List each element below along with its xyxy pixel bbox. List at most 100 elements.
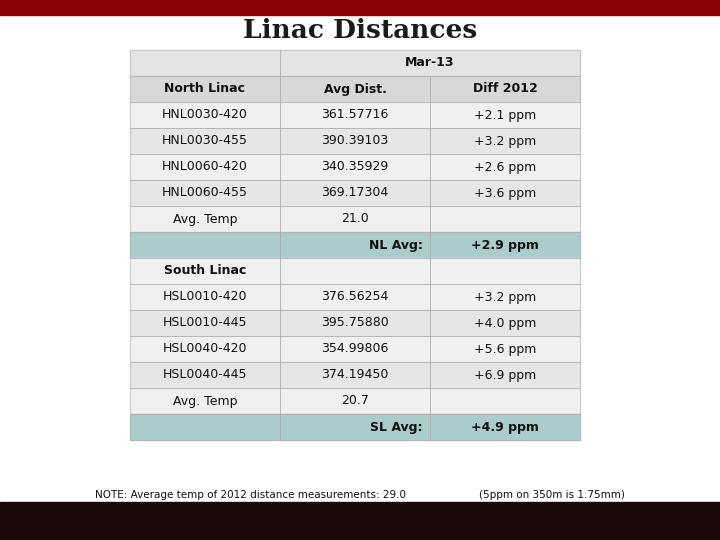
Text: Avg. Temp: Avg. Temp <box>173 213 238 226</box>
Bar <box>280 284 430 310</box>
Bar <box>130 206 280 232</box>
Text: SL Avg:: SL Avg: <box>371 421 423 434</box>
Bar <box>430 362 580 388</box>
Bar <box>280 76 430 102</box>
Text: HNL0030-420: HNL0030-420 <box>162 109 248 122</box>
Bar <box>430 414 580 440</box>
Text: Mar-13: Mar-13 <box>405 57 455 70</box>
Bar <box>280 180 430 206</box>
Bar <box>430 206 580 232</box>
Bar <box>280 50 580 76</box>
Text: +2.6 ppm: +2.6 ppm <box>474 160 536 173</box>
Bar <box>280 310 430 336</box>
Bar <box>280 388 430 414</box>
Text: 395.75880: 395.75880 <box>321 316 389 329</box>
Text: HSL0010-445: HSL0010-445 <box>163 316 247 329</box>
Text: HSL0040-420: HSL0040-420 <box>163 342 247 355</box>
Bar <box>130 102 280 128</box>
Text: 369.17304: 369.17304 <box>321 186 389 199</box>
Bar <box>130 310 280 336</box>
Bar <box>130 414 280 440</box>
Bar <box>130 128 280 154</box>
Bar <box>430 310 580 336</box>
Bar <box>430 388 580 414</box>
Bar <box>430 362 580 388</box>
Bar <box>430 284 580 310</box>
Bar <box>130 284 280 310</box>
Text: 390.39103: 390.39103 <box>321 134 389 147</box>
Text: 20.7: 20.7 <box>341 395 369 408</box>
Bar <box>280 180 430 206</box>
Bar <box>130 232 280 258</box>
Bar <box>430 76 580 102</box>
Bar <box>130 336 280 362</box>
Bar <box>430 336 580 362</box>
Text: 21.0: 21.0 <box>341 213 369 226</box>
Bar <box>280 206 430 232</box>
Bar <box>130 180 280 206</box>
Text: HNL0060-455: HNL0060-455 <box>162 186 248 199</box>
Bar <box>280 284 430 310</box>
Bar <box>430 284 580 310</box>
Bar <box>280 128 430 154</box>
Text: 361.57716: 361.57716 <box>321 109 389 122</box>
Text: South Linac: South Linac <box>164 265 246 278</box>
Bar <box>0 502 720 540</box>
Text: +3.2 ppm: +3.2 ppm <box>474 291 536 303</box>
Text: +5.6 ppm: +5.6 ppm <box>474 342 536 355</box>
Bar <box>430 232 580 258</box>
Bar <box>280 76 430 102</box>
Bar <box>130 76 280 102</box>
Bar <box>430 310 580 336</box>
Bar <box>430 154 580 180</box>
Text: (5ppm on 350m is 1.75mm): (5ppm on 350m is 1.75mm) <box>479 490 625 500</box>
Bar <box>280 336 430 362</box>
Bar <box>280 154 430 180</box>
Bar <box>430 102 580 128</box>
Bar <box>130 258 280 284</box>
Bar <box>280 414 430 440</box>
Text: Diff 2012: Diff 2012 <box>472 83 537 96</box>
Text: HSL0010-420: HSL0010-420 <box>163 291 247 303</box>
Bar <box>280 258 430 284</box>
Text: Avg Dist.: Avg Dist. <box>323 83 387 96</box>
Text: NOTE: Average temp of 2012 distance measurements: 29.0: NOTE: Average temp of 2012 distance meas… <box>95 490 406 500</box>
Bar <box>130 310 280 336</box>
Bar <box>430 258 580 284</box>
Bar <box>430 76 580 102</box>
Text: 340.35929: 340.35929 <box>321 160 389 173</box>
Bar <box>130 362 280 388</box>
Bar <box>130 336 280 362</box>
Bar <box>280 232 430 258</box>
Text: NL Avg:: NL Avg: <box>369 239 423 252</box>
Bar <box>280 50 580 76</box>
Text: Linac Distances: Linac Distances <box>243 17 477 43</box>
Bar <box>130 128 280 154</box>
Bar <box>430 102 580 128</box>
Bar <box>280 388 430 414</box>
Bar <box>280 102 430 128</box>
Bar <box>130 50 280 76</box>
Bar <box>280 258 430 284</box>
Bar <box>280 362 430 388</box>
Text: +2.9 ppm: +2.9 ppm <box>471 239 539 252</box>
Bar <box>280 362 430 388</box>
Bar <box>130 102 280 128</box>
Bar <box>280 102 430 128</box>
Text: HNL0030-455: HNL0030-455 <box>162 134 248 147</box>
Bar <box>130 76 280 102</box>
Bar <box>280 154 430 180</box>
Text: +3.2 ppm: +3.2 ppm <box>474 134 536 147</box>
Text: HSL0040-445: HSL0040-445 <box>163 368 247 381</box>
Bar <box>280 128 430 154</box>
Bar <box>280 310 430 336</box>
Text: +6.9 ppm: +6.9 ppm <box>474 368 536 381</box>
Text: +2.1 ppm: +2.1 ppm <box>474 109 536 122</box>
Text: Avg. Temp: Avg. Temp <box>173 395 238 408</box>
Bar <box>430 180 580 206</box>
Bar <box>130 388 280 414</box>
Bar <box>130 284 280 310</box>
Bar <box>130 154 280 180</box>
Bar <box>130 50 280 76</box>
Text: +3.6 ppm: +3.6 ppm <box>474 186 536 199</box>
